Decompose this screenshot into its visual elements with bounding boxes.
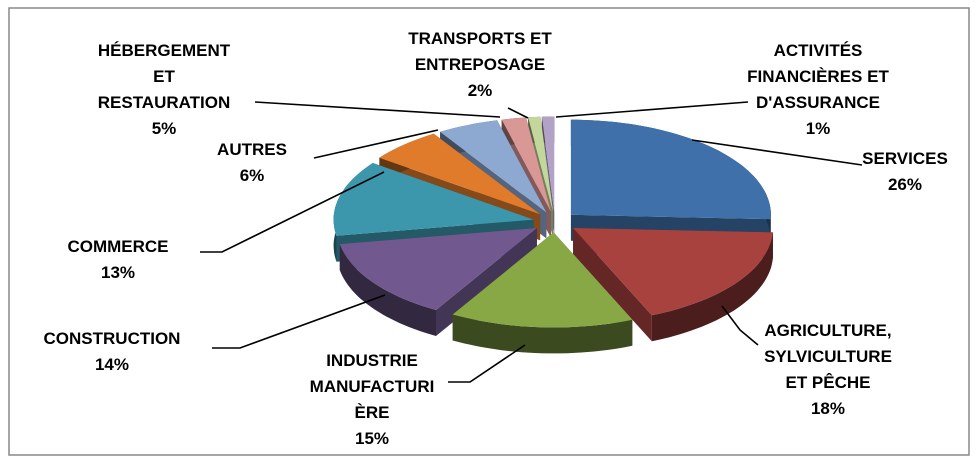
slice-wall	[573, 228, 652, 342]
slice-side	[651, 232, 773, 342]
category-label: SERVICES	[862, 149, 948, 168]
value-label: 26%	[887, 175, 923, 194]
category-label: AUTRES	[217, 140, 287, 159]
value-label: 14%	[94, 355, 130, 374]
category-label: INDUSTRIE MANUFACTURI ÈRE	[309, 351, 435, 422]
data-label: ACTIVITÉS FINANCIÈRES ET D'ASSURANCE 1%	[747, 38, 889, 142]
value-label: 13%	[100, 263, 136, 282]
slice-top	[528, 116, 553, 212]
slice	[452, 232, 633, 354]
category-label: COMMERCE	[67, 237, 169, 256]
data-label: INDUSTRIE MANUFACTURI ÈRE 15%	[310, 348, 435, 452]
category-label: CONSTRUCTION	[43, 329, 181, 348]
value-label: 2%	[467, 81, 493, 100]
value-label: 18%	[810, 399, 846, 418]
slice-top	[379, 133, 541, 215]
slice	[573, 228, 773, 342]
slice-side	[452, 314, 633, 354]
value-label: 5%	[151, 119, 177, 138]
data-label: AUTRES 6%	[217, 137, 287, 189]
value-label: 15%	[354, 429, 390, 448]
leader-lines	[200, 101, 863, 383]
data-label: SERVICES 26%	[862, 146, 948, 198]
data-label: TRANSPORTS ET ENTREPOSAGE 2%	[408, 26, 552, 104]
slice	[570, 119, 771, 246]
category-label: TRANSPORTS ET ENTREPOSAGE	[408, 29, 552, 74]
category-label: HÉBERGEMENT ET RESTAURATION	[97, 41, 231, 112]
slice-top	[440, 120, 547, 213]
data-label: CONSTRUCTION 14%	[44, 326, 181, 378]
data-label: AGRICULTURE, SYLVICULTURE ET PÊCHE 18%	[764, 318, 892, 422]
slice-top	[339, 228, 537, 310]
data-label: COMMERCE 13%	[67, 234, 168, 286]
slice-top	[541, 116, 555, 212]
slice-top	[501, 117, 551, 212]
slice	[339, 228, 537, 336]
slice-side	[339, 244, 436, 336]
slice-top	[570, 119, 771, 220]
category-label: ACTIVITÉS FINANCIÈRES ET D'ASSURANCE	[747, 41, 889, 112]
value-label: 6%	[239, 166, 265, 185]
slice-top	[573, 228, 773, 316]
value-label: 1%	[805, 119, 831, 138]
category-label: AGRICULTURE, SYLVICULTURE ET PÊCHE	[764, 321, 892, 392]
data-label: HÉBERGEMENT ET RESTAURATION 5%	[98, 38, 231, 142]
slice-top	[452, 232, 633, 328]
slice-top	[333, 163, 534, 236]
